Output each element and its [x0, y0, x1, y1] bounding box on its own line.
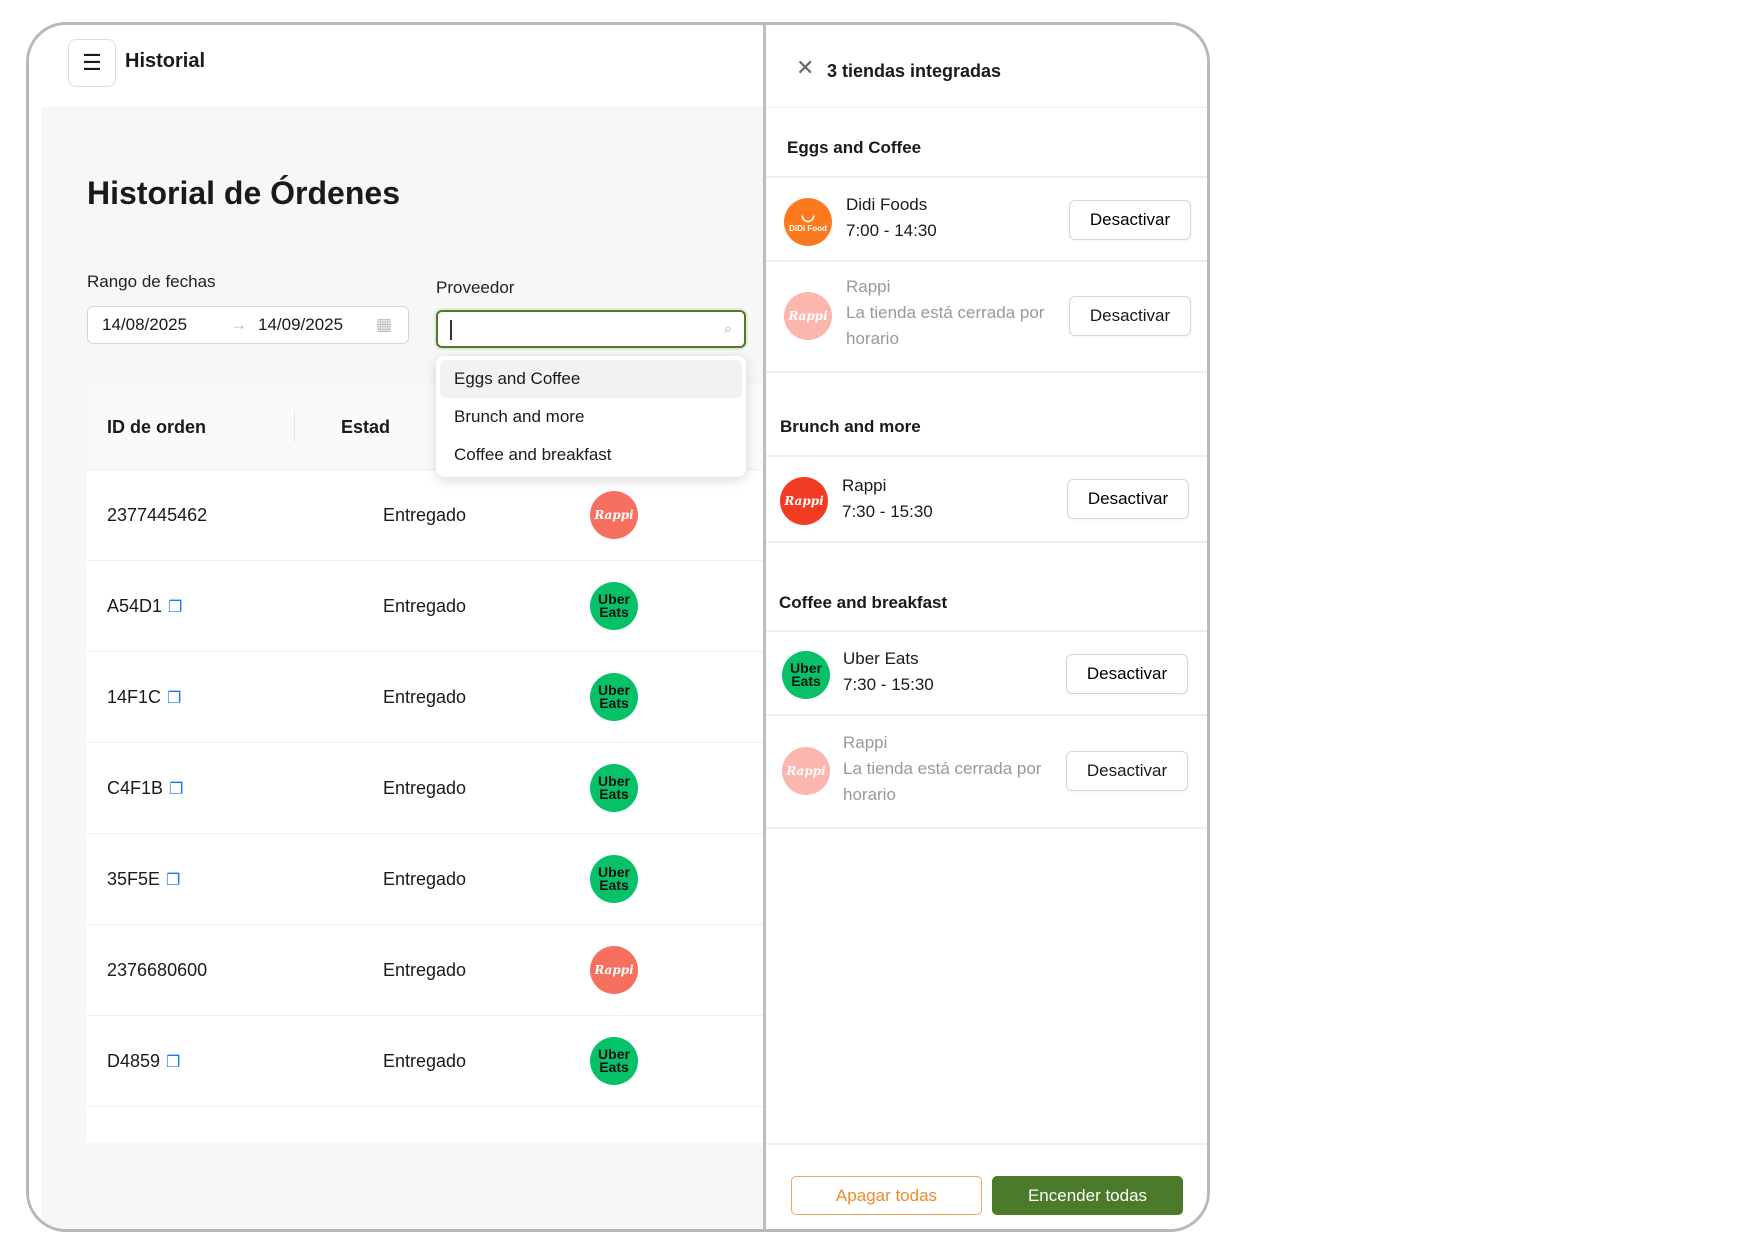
rappi-logo: Rappi	[782, 747, 830, 795]
dropdown-option[interactable]: Eggs and Coffee	[440, 360, 742, 398]
date-range-label: Rango de fechas	[87, 272, 216, 291]
orders-table: ID de orden Estad 2377445462 Entregado R…	[87, 384, 765, 1142]
order-id: 2376680600	[107, 960, 208, 980]
turn-on-all-button[interactable]: Encender todas	[992, 1176, 1183, 1215]
copy-icon[interactable]: ❐	[168, 599, 183, 616]
dropdown-option[interactable]: Brunch and more	[454, 407, 585, 426]
order-id: 35F5E ❐	[107, 869, 181, 889]
rappi-logo: Rappi	[780, 477, 828, 525]
store-row: Rappi Rappi La tienda está cerrada por ho…	[766, 260, 1207, 373]
search-icon: ⌕	[724, 320, 732, 336]
table-row[interactable]: D4859 ❐ Entregado Uber Eats	[87, 1016, 765, 1107]
dropdown-option[interactable]: Coffee and breakfast	[454, 445, 612, 464]
order-status: Entregado	[383, 960, 467, 980]
column-header-status[interactable]: Estad	[341, 417, 391, 437]
orders-page: ☰ Historial Historial de Órdenes Rango d…	[29, 25, 765, 1229]
uber-eats-logo: Uber Eats	[782, 651, 830, 699]
menu-button[interactable]: ☰	[68, 39, 116, 87]
store-row: Rappi Rappi La tienda está cerrada por ho…	[766, 714, 1207, 829]
provider-search-input[interactable]: ⌕	[436, 310, 746, 348]
panel-title: 3 tiendas integradas	[827, 61, 1002, 81]
order-status: Entregado	[383, 687, 467, 707]
uber-eats-logo: Uber Eats	[590, 582, 638, 630]
rappi-logo: Rappi	[590, 491, 638, 539]
deactivate-button[interactable]: Desactivar	[1069, 200, 1191, 240]
deactivate-button[interactable]: Desactivar	[1066, 751, 1188, 791]
rappi-logo: Rappi	[784, 292, 832, 340]
deactivate-button[interactable]: Desactivar	[1066, 654, 1188, 694]
didi-food-logo: ◡ DiDi Food	[784, 198, 832, 246]
order-status: Entregado	[383, 778, 467, 798]
order-status: Entregado	[383, 1051, 467, 1071]
panel-footer: Apagar todas Encender todas	[766, 1143, 1207, 1229]
group-title: Coffee and breakfast	[779, 593, 948, 612]
group-title: Brunch and more	[780, 417, 921, 436]
copy-icon[interactable]: ❐	[166, 1054, 181, 1071]
order-id: 14F1C ❐	[107, 687, 182, 707]
app-title: Historial	[125, 50, 206, 72]
hamburger-icon: ☰	[82, 50, 102, 75]
uber-eats-logo: Uber Eats	[590, 764, 638, 812]
close-icon[interactable]: ✕	[796, 55, 815, 80]
store-hours: 7:30 - 15:30	[843, 675, 934, 694]
store-hours: 7:00 - 14:30	[846, 221, 937, 240]
table-row[interactable]: 2376680600 Entregado Rappi	[87, 925, 765, 1016]
deactivate-button[interactable]: Desactivar	[1067, 479, 1189, 519]
store-name: Rappi	[842, 476, 887, 495]
uber-eats-logo: Uber Eats	[590, 1037, 638, 1085]
provider-dropdown: Eggs and Coffee Brunch and more Coffee a…	[436, 356, 746, 477]
table-row[interactable]: 14F1C ❐ Entregado Uber Eats	[87, 652, 765, 743]
store-hours: 7:30 - 15:30	[842, 502, 933, 521]
provider-label: Proveedor	[436, 278, 515, 297]
order-id: A54D1 ❐	[107, 596, 183, 616]
date-range-picker[interactable]: 14/08/2025 → 14/09/2025 ▦	[87, 306, 409, 344]
uber-eats-logo: Uber Eats	[590, 855, 638, 903]
copy-icon[interactable]: ❐	[169, 781, 184, 798]
panel-divider	[763, 25, 766, 1229]
copy-icon[interactable]: ❐	[166, 872, 181, 889]
store-row: Rappi Rappi 7:30 - 15:30 Desactivar	[766, 455, 1207, 543]
arrow-icon: →	[230, 315, 247, 334]
page-title: Historial de Órdenes	[87, 175, 400, 211]
store-closed-notice: La tienda está cerrada por horario	[846, 303, 1045, 348]
order-id: D4859 ❐	[107, 1051, 181, 1071]
store-name: Rappi	[846, 277, 891, 296]
order-status: Entregado	[383, 869, 467, 889]
date-from[interactable]: 14/08/2025	[102, 315, 188, 334]
copy-icon[interactable]: ❐	[167, 690, 182, 707]
order-id: 2377445462	[107, 505, 208, 525]
table-row[interactable]: 2377445462 Entregado Rappi	[87, 470, 765, 561]
store-row: ◡ DiDi Food Didi Foods 7:00 - 14:30 Desact…	[766, 176, 1207, 262]
store-name: Didi Foods	[846, 195, 928, 214]
integrated-stores-panel: ✕ 3 tiendas integradas Eggs and Coffee ◡…	[766, 25, 1207, 1229]
order-status: Entregado	[383, 505, 467, 525]
deactivate-button[interactable]: Desactivar	[1069, 296, 1191, 336]
app-window: ☰ Historial Historial de Órdenes Rango d…	[26, 22, 1210, 1232]
table-row[interactable]: C4F1B ❐ Entregado Uber Eats	[87, 743, 765, 834]
order-status: Entregado	[383, 596, 467, 616]
turn-off-all-button[interactable]: Apagar todas	[791, 1176, 982, 1215]
table-row[interactable]: A54D1 ❐ Entregado Uber Eats	[87, 561, 765, 652]
calendar-icon: ▦	[376, 315, 393, 334]
store-row: Uber Eats Uber Eats 7:30 - 15:30 Desactiv…	[766, 630, 1207, 716]
uber-eats-logo: Uber Eats	[590, 673, 638, 721]
store-name: Rappi	[843, 733, 888, 752]
column-header-id[interactable]: ID de orden	[107, 417, 207, 437]
rappi-logo: Rappi	[590, 946, 638, 994]
store-closed-notice: La tienda está cerrada por horario	[843, 759, 1042, 804]
store-name: Uber Eats	[843, 649, 919, 668]
order-id: C4F1B ❐	[107, 778, 184, 798]
table-row[interactable]: 35F5E ❐ Entregado Uber Eats	[87, 834, 765, 925]
date-to[interactable]: 14/09/2025	[258, 315, 344, 334]
group-title: Eggs and Coffee	[787, 138, 922, 157]
text-cursor	[450, 320, 452, 340]
